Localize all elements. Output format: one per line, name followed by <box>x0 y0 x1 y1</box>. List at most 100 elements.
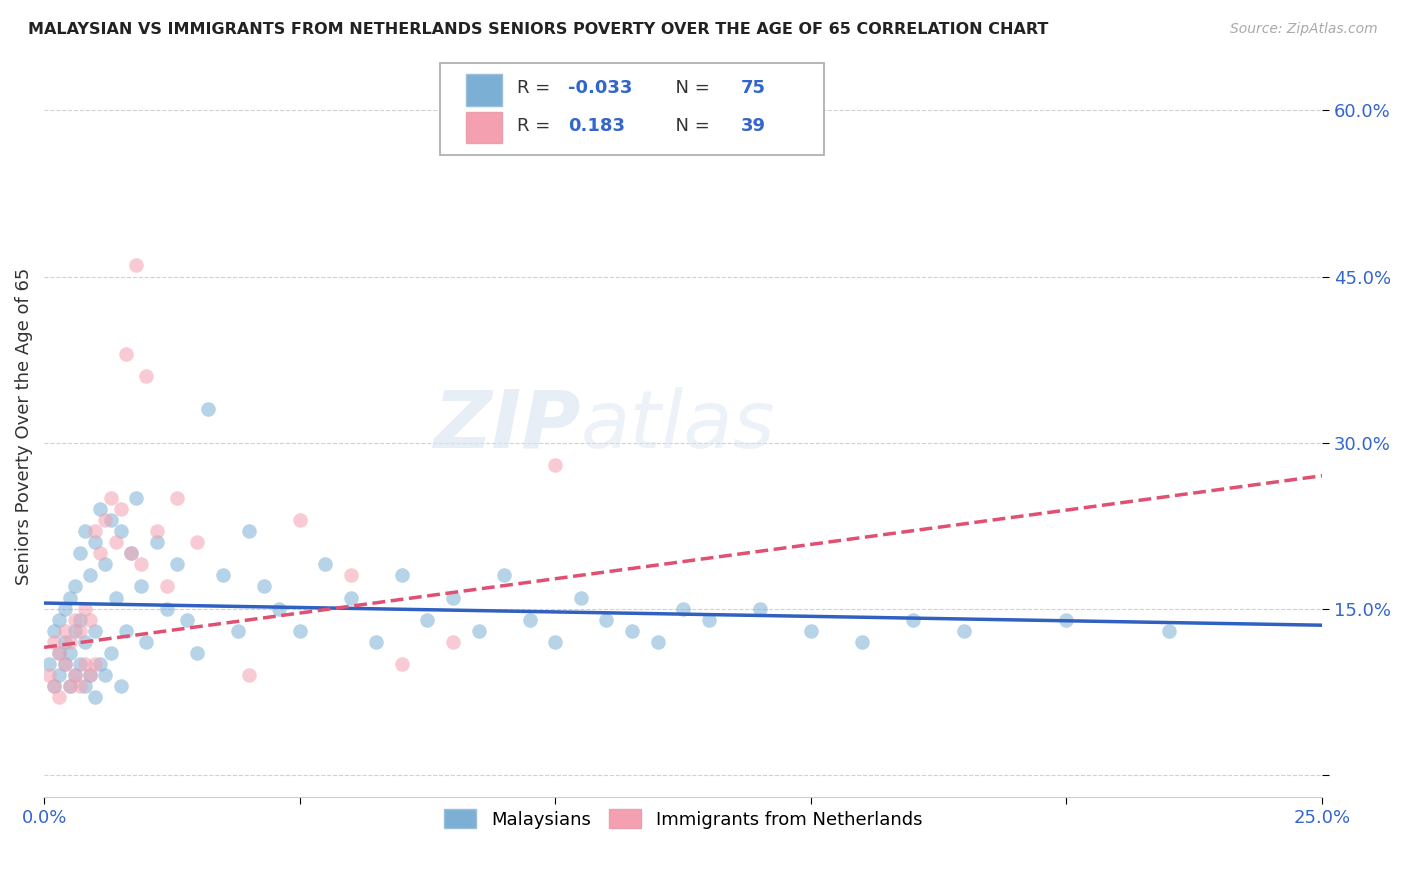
Point <box>59 635 82 649</box>
Point <box>340 591 363 605</box>
Point <box>620 624 643 638</box>
Point <box>89 502 111 516</box>
Point <box>84 657 107 671</box>
Point <box>63 579 86 593</box>
FancyBboxPatch shape <box>440 62 824 155</box>
Point <box>53 635 76 649</box>
Point <box>94 668 117 682</box>
Point <box>494 568 516 582</box>
Point <box>340 568 363 582</box>
Point <box>48 668 70 682</box>
Point <box>73 657 96 671</box>
Point <box>100 513 122 527</box>
Point <box>59 591 82 605</box>
Point <box>228 624 250 638</box>
Point <box>901 613 924 627</box>
Point <box>63 613 86 627</box>
Point <box>314 558 336 572</box>
Point <box>238 668 260 682</box>
Point <box>467 624 489 638</box>
Text: N =: N = <box>664 117 716 136</box>
Point <box>135 369 157 384</box>
Point <box>63 668 86 682</box>
Point <box>110 524 132 538</box>
Point <box>672 601 695 615</box>
Point <box>166 558 188 572</box>
Point <box>73 635 96 649</box>
Point <box>145 535 167 549</box>
Point <box>63 624 86 638</box>
Point <box>288 513 311 527</box>
Point <box>212 568 235 582</box>
Point <box>186 646 208 660</box>
Point <box>800 624 823 638</box>
Point <box>253 579 276 593</box>
Point <box>48 690 70 705</box>
Point <box>84 524 107 538</box>
Point <box>135 635 157 649</box>
Point <box>48 646 70 660</box>
FancyBboxPatch shape <box>465 112 502 143</box>
Text: R =: R = <box>517 78 555 96</box>
Point <box>69 546 91 560</box>
Point <box>1056 613 1078 627</box>
Point <box>73 524 96 538</box>
Text: 75: 75 <box>741 78 766 96</box>
Point <box>519 613 541 627</box>
Point <box>104 591 127 605</box>
Point <box>94 513 117 527</box>
Point <box>120 546 142 560</box>
Point <box>197 402 219 417</box>
Point <box>84 690 107 705</box>
Point <box>104 535 127 549</box>
Point <box>748 601 770 615</box>
Point <box>44 679 66 693</box>
Point <box>156 601 179 615</box>
Point <box>544 458 567 472</box>
Point <box>48 613 70 627</box>
Point <box>238 524 260 538</box>
Point <box>391 657 413 671</box>
Point <box>63 668 86 682</box>
Point <box>79 668 101 682</box>
Point <box>79 668 101 682</box>
Text: Source: ZipAtlas.com: Source: ZipAtlas.com <box>1230 22 1378 37</box>
Point <box>59 679 82 693</box>
Point <box>416 613 439 627</box>
Point <box>391 568 413 582</box>
Point <box>44 679 66 693</box>
Point <box>89 546 111 560</box>
Text: N =: N = <box>664 78 716 96</box>
Text: ZIP: ZIP <box>433 387 581 465</box>
Point <box>73 679 96 693</box>
Point <box>186 535 208 549</box>
Point <box>53 601 76 615</box>
Point <box>110 502 132 516</box>
Point <box>366 635 388 649</box>
Point <box>84 535 107 549</box>
Y-axis label: Seniors Poverty Over the Age of 65: Seniors Poverty Over the Age of 65 <box>15 268 32 584</box>
Point <box>129 558 152 572</box>
Point <box>953 624 976 638</box>
Point <box>120 546 142 560</box>
Point <box>145 524 167 538</box>
Point <box>1157 624 1180 638</box>
Text: 0.183: 0.183 <box>568 117 626 136</box>
Point <box>79 613 101 627</box>
Point <box>544 635 567 649</box>
Point <box>89 657 111 671</box>
Point <box>48 646 70 660</box>
Text: -0.033: -0.033 <box>568 78 633 96</box>
Point <box>110 679 132 693</box>
Point <box>851 635 873 649</box>
Point <box>569 591 592 605</box>
Point <box>53 657 76 671</box>
Text: atlas: atlas <box>581 387 776 465</box>
Point <box>94 558 117 572</box>
Point <box>38 657 60 671</box>
Point <box>53 657 76 671</box>
Point <box>79 568 101 582</box>
Point <box>59 679 82 693</box>
Point <box>69 613 91 627</box>
Point <box>269 601 291 615</box>
